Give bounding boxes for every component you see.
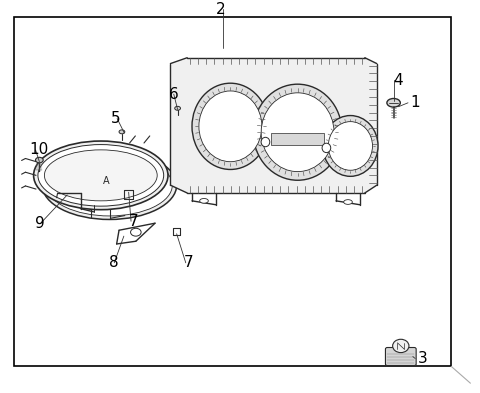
Ellipse shape: [200, 198, 208, 203]
Ellipse shape: [36, 157, 43, 163]
Ellipse shape: [34, 141, 168, 210]
Text: 4: 4: [394, 73, 403, 88]
Ellipse shape: [47, 154, 172, 216]
Bar: [14, 17, 451, 366]
Ellipse shape: [328, 121, 372, 170]
Ellipse shape: [38, 145, 164, 206]
Text: 8: 8: [109, 255, 119, 270]
FancyBboxPatch shape: [385, 347, 416, 365]
Bar: [271, 133, 324, 145]
Ellipse shape: [42, 151, 177, 219]
Ellipse shape: [175, 107, 180, 110]
Text: 7: 7: [129, 214, 138, 229]
Text: 10: 10: [30, 142, 49, 157]
Ellipse shape: [131, 228, 141, 236]
Text: 5: 5: [111, 111, 121, 126]
Text: 3: 3: [418, 351, 427, 366]
Ellipse shape: [119, 130, 125, 134]
Ellipse shape: [393, 339, 409, 353]
Text: 6: 6: [169, 87, 179, 102]
Text: 9: 9: [35, 216, 44, 231]
Ellipse shape: [253, 84, 342, 180]
Polygon shape: [170, 58, 377, 193]
Text: 7: 7: [183, 255, 193, 270]
Ellipse shape: [192, 83, 269, 169]
Ellipse shape: [199, 91, 262, 162]
Ellipse shape: [322, 143, 331, 152]
Ellipse shape: [261, 93, 334, 172]
Ellipse shape: [261, 137, 270, 147]
Text: 2: 2: [216, 2, 226, 17]
Ellipse shape: [344, 200, 352, 204]
Ellipse shape: [387, 99, 400, 107]
Text: A: A: [103, 176, 110, 186]
Ellipse shape: [44, 150, 157, 201]
Text: 1: 1: [410, 95, 420, 110]
Ellipse shape: [323, 116, 378, 176]
